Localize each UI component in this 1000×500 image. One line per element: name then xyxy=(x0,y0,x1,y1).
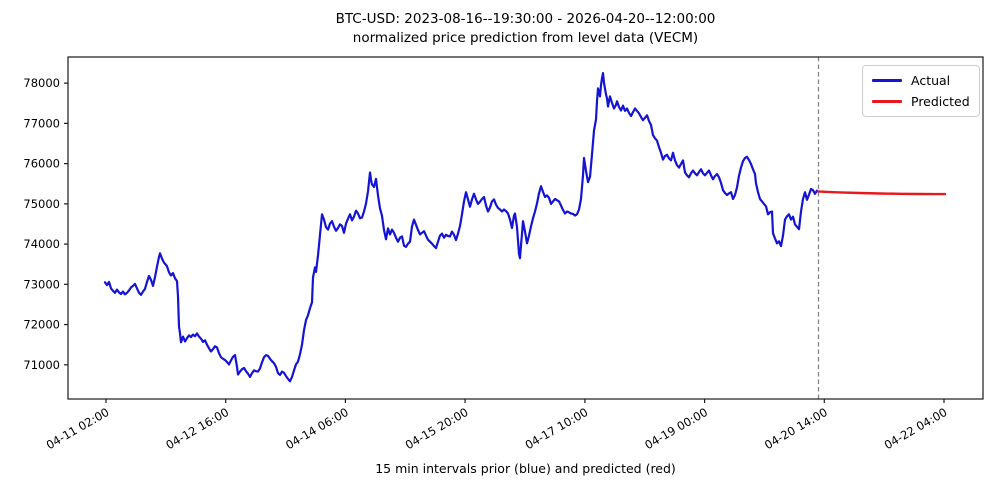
x-tick-label: 04-15 20:00 xyxy=(403,405,471,452)
x-tick-label: 04-12 16:00 xyxy=(163,405,231,452)
x-axis-label: 15 min intervals prior (blue) and predic… xyxy=(375,461,676,476)
y-tick-label: 73000 xyxy=(23,277,60,291)
chart-title-block: BTC-USD: 2023-08-16--19:30:00 - 2026-04-… xyxy=(68,10,983,48)
legend-label-predicted: Predicted xyxy=(911,94,970,109)
legend-item-predicted: Predicted xyxy=(872,94,970,109)
actual-line-swatch xyxy=(872,79,902,82)
x-tick-label: 04-22 04:00 xyxy=(882,405,950,452)
y-tick-label: 77000 xyxy=(23,116,60,130)
legend-label-actual: Actual xyxy=(911,73,951,88)
chart-subtitle: normalized price prediction from level d… xyxy=(352,30,699,46)
y-tick-label: 71000 xyxy=(23,358,60,372)
y-tick-label: 76000 xyxy=(23,157,60,171)
x-tick-label: 04-19 00:00 xyxy=(642,405,710,452)
y-tick-label: 72000 xyxy=(23,318,60,332)
legend: Actual Predicted xyxy=(862,65,980,117)
y-tick-label: 78000 xyxy=(23,76,60,90)
y-tick-label: 74000 xyxy=(23,237,60,251)
predicted-series-line xyxy=(816,190,947,196)
x-tick-label: 04-14 06:00 xyxy=(283,405,351,452)
x-tick-label: 04-17 10:00 xyxy=(523,405,591,452)
legend-item-actual: Actual xyxy=(872,73,970,88)
actual-series-line xyxy=(103,71,820,383)
x-tick-label: 04-20 14:00 xyxy=(762,405,830,452)
chart-title: BTC-USD: 2023-08-16--19:30:00 - 2026-04-… xyxy=(335,11,716,27)
y-tick-label: 75000 xyxy=(23,197,60,211)
x-tick-label: 04-11 02:00 xyxy=(44,405,112,452)
plot-frame xyxy=(67,56,984,400)
predicted-line-swatch xyxy=(872,100,902,103)
